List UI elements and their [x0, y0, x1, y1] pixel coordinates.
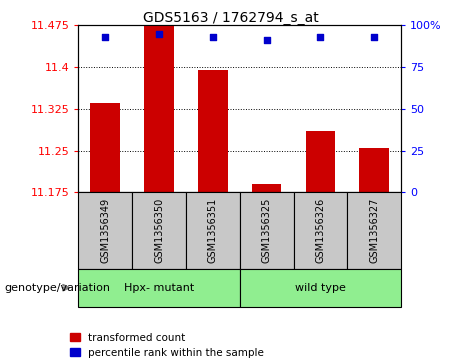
Point — [263, 37, 270, 43]
Text: GSM1356326: GSM1356326 — [315, 198, 325, 263]
Point — [209, 34, 217, 40]
Text: GDS5163 / 1762794_s_at: GDS5163 / 1762794_s_at — [142, 11, 319, 25]
Bar — [306, 131, 335, 192]
Bar — [198, 70, 228, 192]
Bar — [186, 192, 240, 269]
Bar — [347, 192, 401, 269]
Legend: transformed count, percentile rank within the sample: transformed count, percentile rank withi… — [70, 333, 264, 358]
Text: wild type: wild type — [295, 283, 346, 293]
Bar — [240, 269, 401, 307]
Text: GSM1356349: GSM1356349 — [100, 198, 110, 263]
Bar — [360, 148, 389, 192]
Bar — [78, 269, 240, 307]
Bar — [90, 103, 120, 192]
Point — [155, 31, 163, 37]
Bar — [240, 192, 294, 269]
Text: GSM1356351: GSM1356351 — [208, 198, 218, 263]
Text: genotype/variation: genotype/variation — [5, 283, 111, 293]
Bar — [144, 25, 174, 192]
Bar — [132, 192, 186, 269]
Point — [371, 34, 378, 40]
Bar — [252, 184, 281, 192]
Text: GSM1356350: GSM1356350 — [154, 198, 164, 263]
Text: Hpx- mutant: Hpx- mutant — [124, 283, 194, 293]
Text: GSM1356325: GSM1356325 — [261, 198, 272, 263]
Bar — [78, 192, 132, 269]
Bar — [294, 192, 347, 269]
Text: GSM1356327: GSM1356327 — [369, 198, 379, 263]
Point — [317, 34, 324, 40]
Point — [101, 34, 109, 40]
